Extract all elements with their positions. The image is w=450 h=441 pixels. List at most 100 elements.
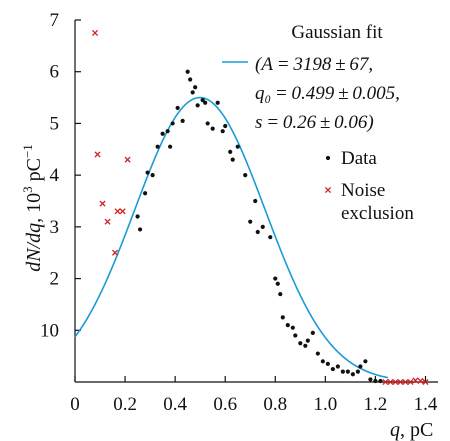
data-point <box>180 118 185 123</box>
data-point <box>145 170 150 175</box>
data-point <box>310 330 315 335</box>
data-point <box>373 378 378 384</box>
noise-exclusion-point <box>407 378 414 386</box>
noise-exclusion-point <box>417 377 424 385</box>
noise-exclusion-point <box>397 378 404 386</box>
data-point <box>155 144 160 149</box>
data-point <box>275 281 280 286</box>
data-point <box>358 364 363 369</box>
data-point <box>195 103 200 108</box>
noise-exclusion-point <box>382 378 389 386</box>
y-tick-label: 2 <box>50 269 60 290</box>
y-tick-label: 6 <box>50 62 60 83</box>
x-tick-label: 0.2 <box>113 394 137 415</box>
legend-data-label: Data <box>341 148 377 169</box>
data-point <box>278 291 283 297</box>
noise-exclusion-point <box>114 208 121 215</box>
x-tick-label: 0.6 <box>213 394 237 415</box>
data-point <box>280 315 285 320</box>
data-point <box>220 129 225 134</box>
axis-labels: q, pC dN/dq, 103 pC−1 <box>20 144 433 441</box>
y-tick-label: 4 <box>50 165 60 186</box>
noise-exclusion-point <box>111 249 119 256</box>
data-point <box>215 100 220 105</box>
legend: Gaussian fit (A = 3198 ± 67, q₀ = 0.499 ± … <box>222 22 414 224</box>
x-tick-label: 1.4 <box>414 394 438 415</box>
data-point <box>368 377 373 382</box>
noise-exclusion-point <box>104 218 111 225</box>
data-point <box>298 341 303 346</box>
data-point <box>170 121 175 126</box>
data-point <box>325 361 330 366</box>
data-point <box>350 372 355 377</box>
y-tick-label: 3 <box>50 217 60 238</box>
data-point <box>320 359 325 364</box>
data-point <box>193 85 198 90</box>
noise-exclusion-point <box>412 377 419 384</box>
y-tick-label: 10 <box>40 320 59 341</box>
noise-exclusion-point <box>119 208 126 215</box>
legend-fit-title: Gaussian fit <box>291 22 383 43</box>
data-point <box>228 149 233 154</box>
data-point <box>355 369 360 374</box>
data-point <box>253 198 258 204</box>
data-point <box>303 343 308 348</box>
data-point <box>230 157 235 162</box>
data-point <box>165 129 170 134</box>
data-point <box>290 325 295 330</box>
data-point <box>260 224 265 229</box>
data-point <box>190 90 195 95</box>
noise-exclusion-point <box>94 151 101 158</box>
data-point <box>293 333 298 338</box>
gaussian-fit-line <box>74 96 389 379</box>
x-tick-label: 0.8 <box>263 394 287 415</box>
legend-fit-param: s = 0.26 ± 0.06) <box>255 112 374 133</box>
data-point <box>223 123 228 129</box>
noise-exclusion-point <box>402 378 409 386</box>
data-point <box>175 105 180 111</box>
data-point <box>285 323 290 328</box>
x-axis-label: q, pC <box>390 419 433 441</box>
data-point <box>135 214 140 219</box>
y-axis-label: dN/dq, 103 pC−1 <box>20 144 45 272</box>
data-point <box>345 369 350 374</box>
data-point <box>168 144 173 149</box>
data-point <box>185 69 190 74</box>
data-point <box>235 144 240 149</box>
x-tick-label: 1.0 <box>313 394 337 415</box>
legend-data-swatch <box>325 155 331 161</box>
data-point <box>315 351 320 356</box>
x-tick-label: 1.2 <box>364 394 388 415</box>
data-point <box>335 364 340 369</box>
y-tick-label: 7 <box>50 10 60 31</box>
x-tick-label: 0.4 <box>163 394 187 415</box>
noise-exclusion-point <box>387 378 394 386</box>
data-point <box>273 276 278 281</box>
data-point <box>378 378 383 384</box>
data-point <box>150 173 155 178</box>
data-marks <box>91 29 429 386</box>
noise-exclusion-point <box>422 378 429 386</box>
data-point <box>268 235 273 240</box>
data-point <box>305 338 310 343</box>
noise-exclusion-point <box>124 156 131 163</box>
data-point <box>248 219 253 224</box>
y-tick-label: 5 <box>50 113 60 134</box>
data-point <box>188 77 193 82</box>
data-point <box>137 227 143 232</box>
data-point <box>243 173 248 178</box>
data-point <box>205 121 210 126</box>
noise-exclusion-point <box>99 200 106 207</box>
legend-noise-swatch <box>324 186 332 194</box>
data-point <box>160 131 165 136</box>
data-point <box>363 359 368 364</box>
legend-fit-param: q₀ = 0.499 ± 0.005, <box>255 83 400 104</box>
data-point <box>255 229 260 235</box>
data-point <box>142 191 148 196</box>
fit-layer <box>74 96 389 379</box>
legend-noise-label: Noise exclusion <box>341 180 414 224</box>
noise-exclusion-point <box>91 29 99 36</box>
data-point <box>200 98 205 103</box>
